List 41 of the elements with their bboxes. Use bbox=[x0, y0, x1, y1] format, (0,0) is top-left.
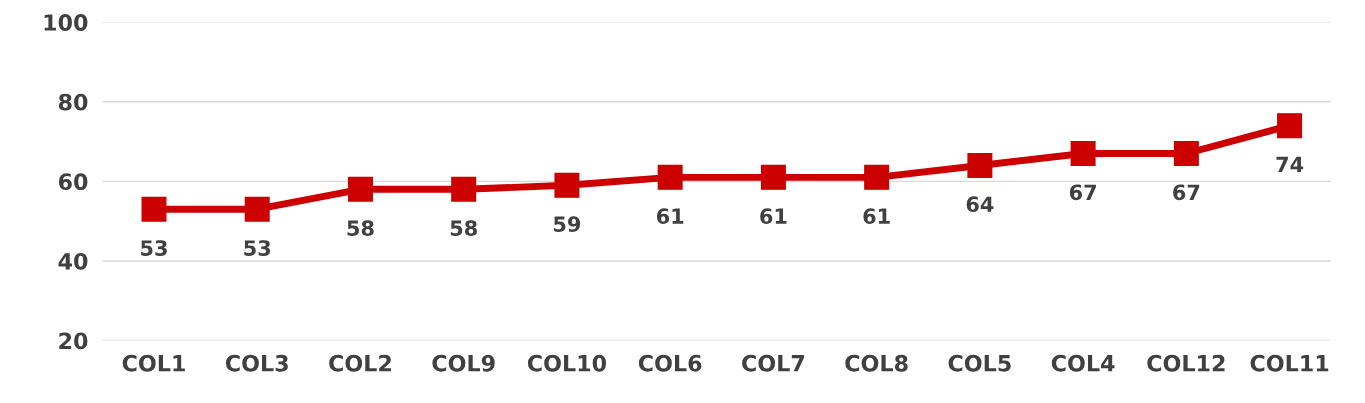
x-tick-label: COL12 bbox=[1147, 354, 1225, 372]
data-label: 64 bbox=[966, 196, 994, 213]
x-tick-label: COL5 bbox=[948, 354, 1011, 372]
x-tick-label: COL11 bbox=[1250, 354, 1329, 372]
point bbox=[1070, 140, 1096, 166]
data-label: 53 bbox=[141, 240, 167, 256]
point bbox=[347, 176, 373, 202]
point bbox=[451, 176, 477, 202]
x-tick-label: COL7 bbox=[742, 354, 805, 372]
x-tick-label: COL2 bbox=[329, 354, 391, 372]
x-tick-label: COL4 bbox=[1051, 354, 1115, 372]
data-label: 74 bbox=[1276, 156, 1304, 173]
point bbox=[864, 164, 890, 190]
x-tick-label: COL3 bbox=[225, 354, 288, 372]
point bbox=[244, 196, 270, 222]
data-label: 67 bbox=[1069, 184, 1096, 201]
y-tick-label: 20 bbox=[59, 332, 88, 350]
point bbox=[967, 152, 993, 178]
data-label: 59 bbox=[554, 216, 581, 233]
point bbox=[554, 172, 580, 198]
point bbox=[760, 164, 786, 190]
point bbox=[1173, 140, 1199, 166]
data-label: 58 bbox=[347, 220, 374, 236]
data-label: 53 bbox=[244, 240, 271, 256]
data-label: 61 bbox=[760, 208, 787, 225]
x-tick-label: COL8 bbox=[845, 354, 908, 372]
data-label: 67 bbox=[1173, 184, 1200, 201]
y-tick-label: 100 bbox=[44, 14, 88, 31]
x-tick-label: COL6 bbox=[638, 354, 702, 372]
point bbox=[141, 196, 167, 222]
y-tick-label: 40 bbox=[58, 252, 88, 270]
x-tick-label: COL10 bbox=[527, 354, 607, 372]
point bbox=[1277, 113, 1303, 139]
x-tick-label: COL1 bbox=[122, 354, 185, 372]
data-label: 58 bbox=[450, 220, 477, 236]
data-label: 61 bbox=[863, 208, 890, 225]
point bbox=[657, 164, 683, 190]
y-tick-label: 80 bbox=[58, 93, 88, 111]
data-label: 61 bbox=[656, 208, 684, 225]
y-tick-label: 60 bbox=[58, 173, 88, 191]
x-tick-label: COL9 bbox=[432, 354, 495, 372]
